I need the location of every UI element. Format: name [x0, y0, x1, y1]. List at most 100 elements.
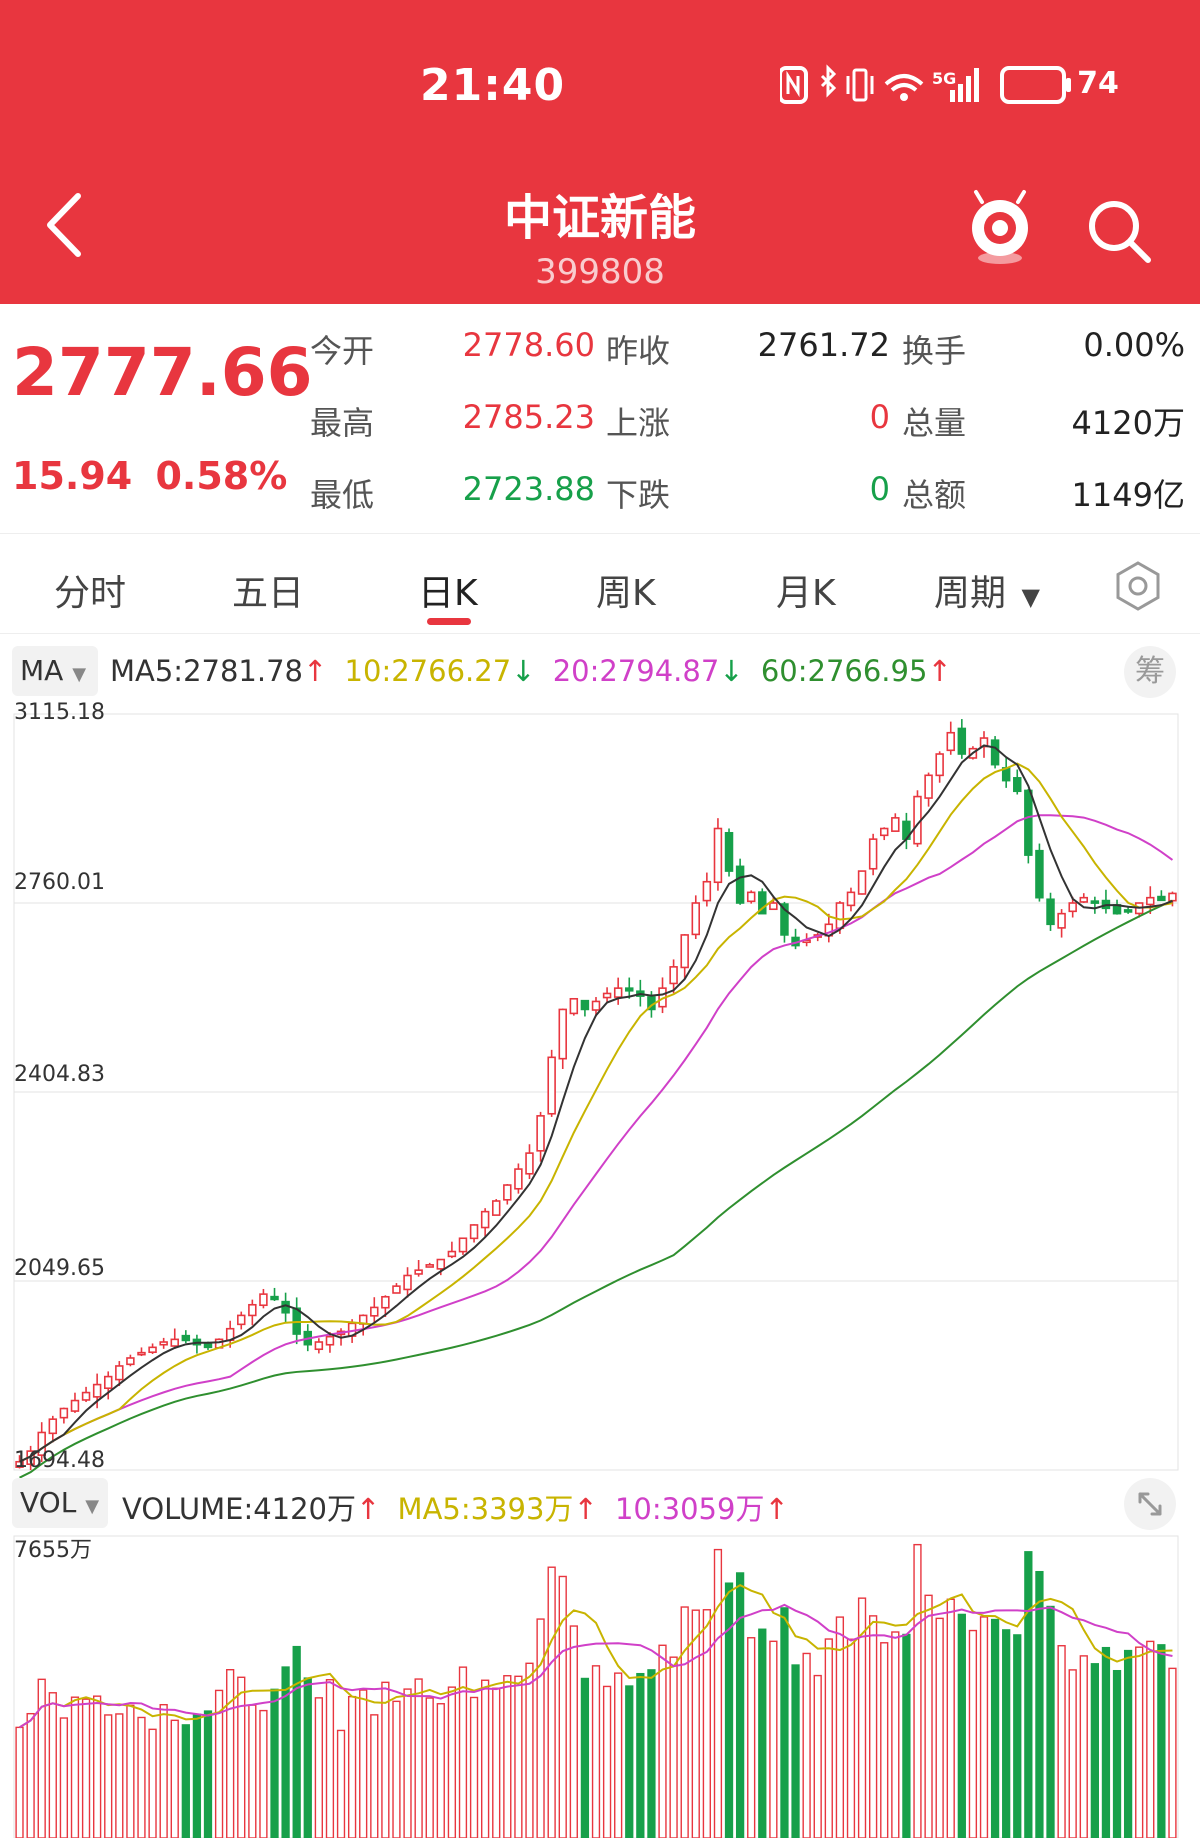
change-amount: 15.94 [12, 454, 133, 498]
candle-body [769, 902, 778, 911]
volume-bar [48, 1692, 57, 1838]
volume-bar [81, 1698, 91, 1838]
status-icons: 5G [780, 62, 1130, 112]
search-icon [1089, 201, 1151, 263]
volume-bar [1035, 1570, 1044, 1838]
price-axis-label-3: 2049.65 [14, 1256, 105, 1281]
volume-plot-frame [13, 1535, 1179, 1838]
svg-text:5G: 5G [932, 69, 956, 88]
quote-panel: 2777.66 15.94 0.58% 今开 2778.60 昨收 2761.7… [0, 304, 1200, 534]
candle-body [669, 966, 678, 985]
candle-body [181, 1334, 191, 1342]
expand-chart-button[interactable] [1124, 1478, 1176, 1530]
tab-weekly-k[interactable]: 周K [596, 573, 656, 614]
ma10-line [19, 762, 1173, 1463]
volume-bar [1090, 1663, 1099, 1838]
change-percent: 0.58% [155, 454, 288, 498]
candle-body [259, 1293, 268, 1307]
candle-body [403, 1274, 412, 1291]
candle-body [1046, 898, 1055, 926]
volume-bar [547, 1566, 556, 1838]
candle-body [115, 1365, 124, 1381]
label-volume: 总量 [902, 404, 967, 442]
label-prev-close: 昨收 [606, 332, 671, 370]
candle-body [1013, 777, 1022, 793]
tab-five-day[interactable]: 五日 [232, 573, 305, 614]
search-button[interactable] [1084, 196, 1154, 266]
app-header: 21:40 5G 74 [0, 0, 1200, 304]
volume-bar [492, 1687, 501, 1838]
tab-daily-k[interactable]: 日K [418, 573, 478, 614]
candle-body [1079, 896, 1089, 903]
volume-bar [835, 1616, 845, 1838]
candle-body [613, 987, 623, 998]
chart-settings-button[interactable] [1112, 560, 1164, 612]
ma-indicator-selector[interactable]: MA ▼ [12, 646, 98, 696]
candle-body [70, 1399, 80, 1412]
caret-down-icon: ▼ [85, 1496, 100, 1517]
candle-body [425, 1264, 434, 1268]
volume-bar [957, 1613, 966, 1838]
candle-body [1123, 909, 1133, 913]
volume-bar [469, 1696, 479, 1838]
volume-bar [148, 1728, 157, 1838]
volume-bar [281, 1666, 290, 1838]
volume-bar [724, 1582, 734, 1838]
volume-bar [558, 1575, 567, 1838]
volume-bar [37, 1678, 46, 1838]
volume-bar [625, 1685, 634, 1838]
caret-down-icon: ▼ [72, 664, 87, 685]
tab-period-dropdown[interactable]: 周期 ▼ [934, 564, 1040, 616]
value-declines: 0 [869, 470, 890, 508]
candle-body [392, 1285, 401, 1294]
volume-bar [336, 1729, 346, 1838]
volume-bar [602, 1685, 612, 1838]
chip-distribution-button[interactable]: 筹 [1124, 646, 1176, 698]
candle-body [48, 1418, 58, 1435]
candle-body [81, 1391, 91, 1401]
label-amount: 总额 [902, 476, 967, 514]
ma20-arrow: ↓ [719, 654, 744, 688]
volume-bar [990, 1618, 1000, 1838]
volume-bar [802, 1652, 811, 1838]
candle-body [1057, 912, 1066, 929]
assistant-button[interactable] [962, 188, 1038, 268]
value-amount: 1149亿 [1071, 476, 1185, 514]
volume-bar [935, 1617, 944, 1838]
index-code: 399808 [535, 252, 665, 292]
volume-bar [846, 1638, 856, 1838]
volume-bar [270, 1688, 279, 1838]
volume-bar [680, 1606, 689, 1838]
vol-pill-label: VOL [20, 1486, 77, 1519]
ma10-value: 10:2766.27 [344, 654, 512, 688]
candle-body [1146, 896, 1155, 906]
label-declines: 下跌 [606, 476, 671, 514]
back-button[interactable] [40, 190, 90, 260]
volume-bar [946, 1598, 955, 1838]
tab-intraday[interactable]: 分时 [54, 573, 127, 614]
volume-bar [658, 1644, 667, 1838]
volume-bar [447, 1686, 457, 1838]
volume-bar [381, 1681, 390, 1838]
tab-monthly-k[interactable]: 月K [776, 573, 836, 614]
volume-bar [1068, 1669, 1077, 1838]
volume-bar [702, 1609, 711, 1838]
volume-bar [370, 1714, 379, 1838]
candle-body [891, 817, 900, 832]
volume-bar [525, 1662, 534, 1838]
volume-bar [913, 1543, 922, 1838]
volume-bar [137, 1716, 146, 1838]
volume-bar [1135, 1646, 1144, 1838]
volume-bar [1157, 1644, 1166, 1838]
volume-bar [259, 1709, 268, 1838]
vol-indicator-selector[interactable]: VOL ▼ [12, 1478, 108, 1528]
volume-bar [902, 1633, 911, 1838]
volume-bar [891, 1631, 900, 1838]
price-axis-label-0: 3115.18 [14, 700, 105, 725]
label-low: 最低 [310, 476, 375, 514]
ma60-value: 60:2766.95 [760, 654, 928, 688]
ma-legend: MA5:2781.78↑ 10:2766.27↓ 20:2794.87↓ 60:… [110, 654, 952, 688]
volume-bar [813, 1674, 822, 1838]
candle-body [248, 1303, 257, 1317]
candle-body [1024, 789, 1033, 856]
